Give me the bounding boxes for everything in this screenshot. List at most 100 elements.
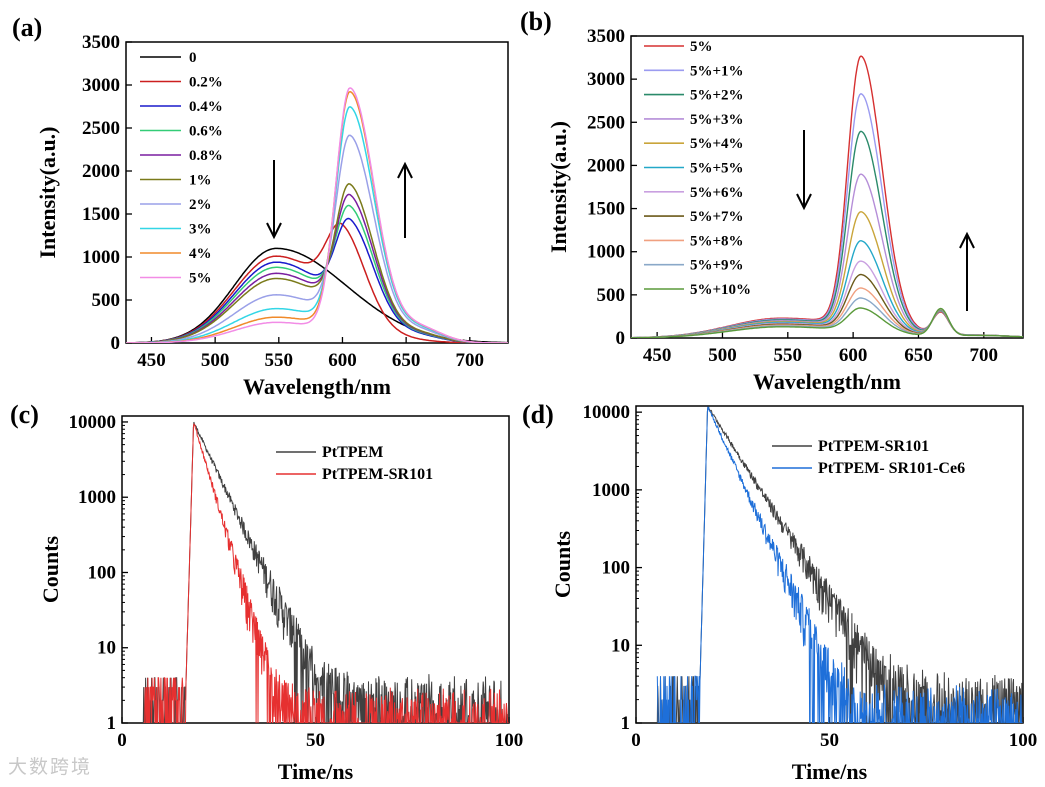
- y-tick-label: 10: [97, 638, 116, 659]
- legend-label: 5%: [189, 271, 212, 287]
- series-line-1%: [126, 182, 508, 343]
- arrow-up-head: [397, 161, 413, 179]
- plot-frame: [630, 35, 1024, 339]
- series-line-PtTPEM-SR101: [143, 423, 509, 723]
- legend-label: 2%: [189, 197, 212, 213]
- x-tick-label: 550: [774, 345, 803, 366]
- x-tick-label: 100: [495, 730, 524, 751]
- legend-label: 5%+3%: [690, 112, 744, 128]
- legend-label: PtTPEM: [322, 444, 383, 461]
- y-axis-label: Intensity(a.u.): [546, 121, 571, 253]
- x-axis-label: Wavelength/nm: [753, 369, 901, 394]
- y-axis-label: Counts: [38, 535, 63, 603]
- y-tick-label: 10000: [583, 402, 631, 423]
- y-tick-label: 500: [597, 285, 626, 306]
- y-tick-label: 3000: [587, 69, 625, 90]
- x-axis-label: Time/ns: [278, 759, 354, 784]
- x-tick-label: 600: [839, 345, 868, 366]
- y-tick-label: 1: [107, 713, 117, 734]
- panel-c: 0 50 100 1 10 100 1000 10000 PtTPEM PtTPEM-SR101 T…: [38, 412, 523, 784]
- x-tick-label: 0: [631, 730, 641, 751]
- series-line-0.2%: [126, 222, 508, 343]
- y-tick-label: 10: [611, 635, 630, 656]
- panel-letter-a: (a): [12, 13, 42, 42]
- y-tick-label: 2500: [587, 112, 625, 133]
- legend-label: 0.6%: [189, 124, 223, 140]
- x-tick-label: 50: [306, 730, 325, 751]
- y-tick-label: 1500: [587, 199, 625, 220]
- y-tick-label: 2000: [587, 155, 625, 176]
- y-tick-label: 0: [111, 333, 121, 354]
- legend-label: 0: [189, 50, 197, 66]
- legend-label: PtTPEM-SR101: [818, 438, 929, 455]
- arrow-up-head: [959, 231, 975, 249]
- x-tick-label: 50: [820, 730, 839, 751]
- legend-label: 5%+9%: [690, 258, 744, 274]
- y-tick-label: 1000: [587, 242, 625, 263]
- legend-label: 5%+6%: [690, 185, 744, 201]
- legend-label: 1%: [189, 173, 212, 189]
- series-line-0.8%: [126, 193, 508, 343]
- x-axis-label: Wavelength/nm: [243, 374, 391, 399]
- x-tick-label: 100: [1009, 730, 1038, 751]
- legend-label: 5%+10%: [690, 282, 751, 298]
- legend-label: 4%: [189, 246, 212, 262]
- y-tick-label: 100: [88, 562, 117, 583]
- legend-label: 5%+7%: [690, 209, 744, 225]
- series-line-2%: [126, 134, 508, 343]
- series-line-4%: [126, 90, 508, 343]
- legend-label: 5%+8%: [690, 233, 744, 249]
- watermark: 大数跨境: [8, 756, 93, 778]
- y-axis-label: Counts: [550, 530, 575, 598]
- legend-label: 0.8%: [189, 148, 223, 164]
- series-line-PtTPEM- SR101-Ce6: [656, 406, 1023, 723]
- series-lines: [126, 87, 508, 343]
- arrow-down-head: [796, 193, 812, 211]
- y-tick-label: 2500: [82, 118, 120, 139]
- x-tick-label: 650: [904, 345, 933, 366]
- series-line-5%: [126, 87, 508, 343]
- plot-frame: [125, 41, 509, 344]
- x-tick-label: 550: [265, 350, 294, 371]
- y-tick-label: 1500: [82, 204, 120, 225]
- y-tick-label: 1000: [82, 247, 120, 268]
- y-tick-label: 500: [92, 290, 121, 311]
- legend-label: 0.2%: [189, 75, 223, 91]
- panel-b: 450 500 550 600 650 700 0 500 1000 1500 2000 2500 30…: [546, 26, 1024, 394]
- x-tick-label: 600: [328, 350, 357, 371]
- series-line-PtTPEM: [142, 421, 509, 723]
- legend-label: 0.4%: [189, 99, 223, 115]
- legend-label: 5%+4%: [690, 136, 744, 152]
- y-tick-label: 10000: [69, 412, 117, 433]
- legend-label: 5%: [690, 39, 713, 55]
- legend-label: PtTPEM- SR101-Ce6: [818, 460, 965, 477]
- panel-d: 0 50 100 1 10 100 1000 10000 PtTPEM-SR101 PtTPEM-…: [550, 402, 1037, 784]
- series-line-0: [126, 247, 508, 343]
- panel-a: 450 500 550 600 650 700 0 500 1000 1500 2000 2500 30…: [35, 32, 509, 399]
- x-tick-label: 0: [117, 730, 127, 751]
- legend-label: 5%+2%: [690, 88, 744, 104]
- x-axis-label: Time/ns: [792, 759, 868, 784]
- x-tick-label: 450: [643, 345, 672, 366]
- y-tick-label: 3500: [587, 26, 625, 47]
- y-tick-label: 3500: [82, 32, 120, 53]
- series-lines: [656, 406, 1023, 723]
- y-tick-label: 0: [616, 328, 626, 349]
- y-tick-label: 3000: [82, 75, 120, 96]
- y-tick-label: 2000: [82, 161, 120, 182]
- x-tick-label: 700: [970, 345, 999, 366]
- x-tick-label: 500: [201, 350, 230, 371]
- legend-label: 5%+5%: [690, 161, 744, 177]
- y-tick-label: 1: [621, 713, 631, 734]
- series-lines: [631, 55, 1023, 338]
- series-line-5%+10%: [631, 307, 1023, 338]
- x-tick-label: 500: [708, 345, 737, 366]
- y-tick-label: 1000: [592, 480, 630, 501]
- arrow-down-head: [266, 222, 282, 240]
- y-tick-label: 1000: [78, 487, 116, 508]
- panel-letter-c: (c): [10, 400, 39, 429]
- panel-letter-b: (b): [520, 7, 552, 36]
- panel-letter-d: (d): [522, 400, 554, 429]
- legend-label: 5%+1%: [690, 63, 744, 79]
